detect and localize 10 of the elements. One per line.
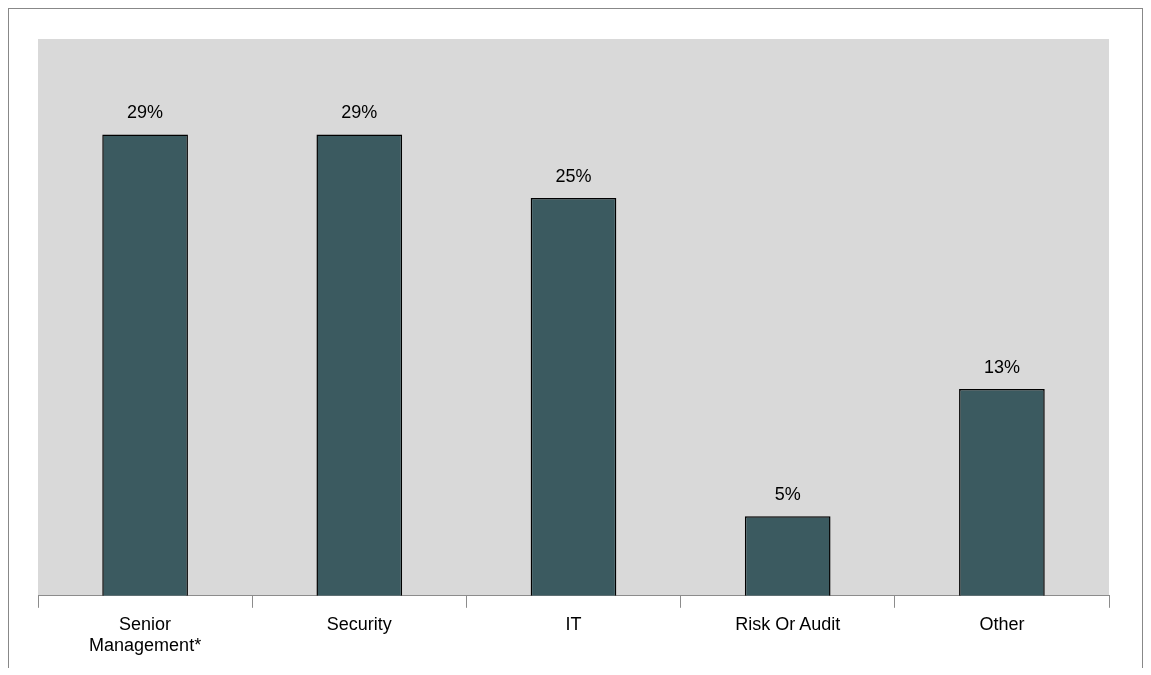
x-tick-label: Other [979,613,1025,634]
x-tick-label: Risk Or Audit [735,613,841,634]
x-tick-label: IT [565,613,582,634]
data-label: 29% [127,102,164,123]
x-tick-label: Senior Management* [89,613,202,656]
data-label: 29% [341,102,378,123]
x-tick-label: Security [326,613,392,634]
data-label: 5% [774,484,801,505]
data-label: 13% [983,356,1020,377]
data-label: 25% [555,166,592,187]
